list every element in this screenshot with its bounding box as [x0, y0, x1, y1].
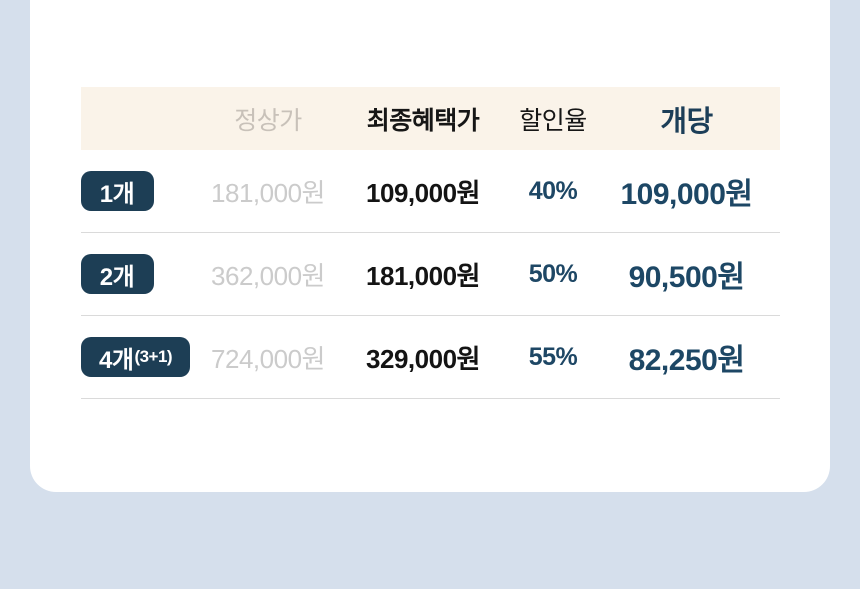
discount-rate-value: 50% [528, 259, 578, 288]
header-per-unit: 개당 [660, 105, 713, 138]
regular-price-value: 724,000원 [211, 343, 325, 374]
header-final-benefit-price: 최종혜택가 [366, 106, 480, 135]
discount-rate-value: 40% [528, 176, 578, 205]
per-unit-price-value: 82,250원 [628, 344, 745, 377]
quantity-badge: 4개 (3+1) [81, 337, 191, 377]
quantity-badge-note: (3+1) [134, 347, 173, 366]
quantity-cell: 4개 (3+1) [81, 337, 191, 377]
table-row: 4개 (3+1) 724,000원 329,000원 55% 82,250원 [81, 316, 780, 399]
header-discount-rate: 할인율 [519, 106, 587, 135]
quantity-badge-label: 1개 [99, 180, 135, 208]
regular-price-value: 181,000원 [211, 177, 325, 208]
final-price-value: 181,000원 [366, 260, 480, 291]
regular-price-value: 362,000원 [211, 260, 325, 291]
quantity-cell: 2개 [81, 254, 154, 294]
per-unit-price-value: 109,000원 [620, 178, 753, 211]
pricing-card: 정상가 최종혜택가 할인율 개당 1개 181,000원 109,000원 40… [30, 0, 830, 492]
quantity-badge: 2개 [81, 254, 154, 294]
table-row: 1개 181,000원 109,000원 40% 109,000원 [81, 150, 780, 233]
quantity-cell: 1개 [81, 171, 154, 211]
header-regular-price: 정상가 [234, 106, 302, 135]
per-unit-price-value: 90,500원 [628, 261, 745, 294]
price-table: 정상가 최종혜택가 할인율 개당 1개 181,000원 109,000원 40… [81, 87, 780, 399]
final-price-value: 109,000원 [366, 177, 480, 208]
table-header-row: 정상가 최종혜택가 할인율 개당 [81, 87, 780, 150]
discount-rate-value: 55% [528, 342, 578, 371]
final-price-value: 329,000원 [366, 343, 480, 374]
table-row: 2개 362,000원 181,000원 50% 90,500원 [81, 233, 780, 316]
quantity-badge: 1개 [81, 171, 154, 211]
quantity-badge-label: 2개 [99, 263, 135, 291]
quantity-badge-label: 4개 [99, 346, 134, 374]
